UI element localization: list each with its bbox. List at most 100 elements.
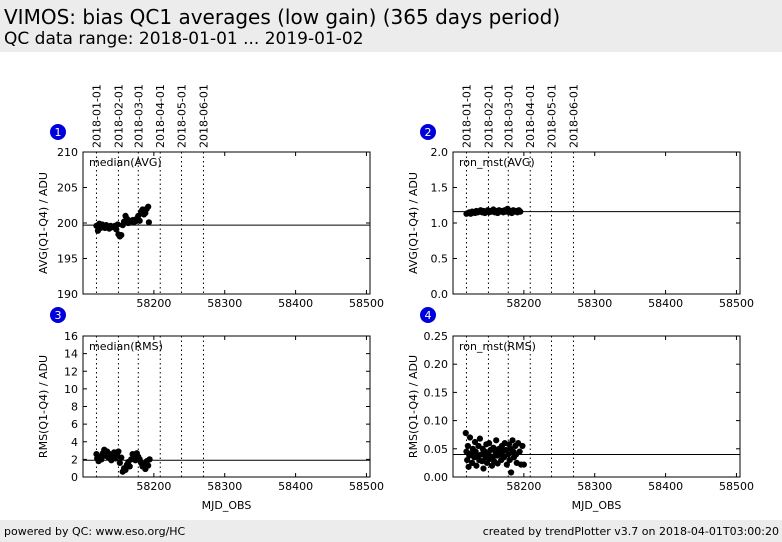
page-subtitle: QC data range: 2018-01-01 ... 2019-01-02 [4, 29, 364, 49]
panel-2-number-badge [420, 124, 436, 140]
panel-4-ylabel: RMS(Q1-Q4) / ADU [407, 355, 420, 458]
panel-2-ylabel: AVG(Q1-Q4) / ADU [407, 172, 420, 274]
panel-2-frame [452, 151, 741, 295]
panel-1-ytick-label-2: 200 [57, 217, 78, 230]
panel-1-xtick-label-0: 58200 [136, 297, 171, 310]
panel-4-annotation: ron_mst(RMS) [459, 340, 536, 353]
footer-timestamp: created by trendPlotter v3.7 on 2018-04-… [482, 525, 779, 538]
panel-4-point-13 [473, 462, 480, 469]
panel-3-point-24 [126, 463, 133, 470]
panel-4-ytick-label-1: 0.05 [424, 443, 449, 456]
panel-4-xtick-label-3: 58500 [719, 480, 754, 493]
panel-2-xtick-label-0: 58200 [506, 297, 541, 310]
panel-3-xtick-label-2: 58400 [278, 480, 313, 493]
panel-2-ytick-label-2: 1.0 [431, 217, 449, 230]
panel-1-ytick-label-4: 210 [57, 146, 78, 159]
panel-4-ytick-label-0: 0.00 [424, 471, 449, 484]
panel-4-point-4 [465, 463, 472, 470]
panel-4-number-badge [420, 307, 436, 323]
panel-3-xtick-label-0: 58200 [136, 480, 171, 493]
panel-1-ytick-label-1: 195 [57, 253, 78, 266]
panel-4-point-59 [516, 448, 523, 455]
panel-3-ylabel: RMS(Q1-Q4) / ADU [37, 355, 50, 458]
panel-3-ytick-label-7: 14 [64, 348, 78, 361]
panel-4-point-62 [520, 461, 527, 468]
panel-3-number-label: 3 [55, 309, 62, 322]
panel-2-xtick-label-1: 58300 [577, 297, 612, 310]
panel-4-point-27 [486, 440, 493, 447]
panel-4-point-35 [493, 437, 500, 444]
panel-3-ytick-label-8: 16 [64, 330, 78, 343]
panel-4-point-0 [462, 429, 469, 437]
panel-4-point-21 [480, 465, 487, 472]
panel-3-point-21 [122, 466, 129, 474]
panel-2-date-label-3: 2018-04-01 [524, 84, 537, 148]
panel-2-point-38 [517, 208, 524, 215]
panel-4-xtick-label-1: 58300 [577, 480, 612, 493]
panel-3-point-18 [118, 454, 125, 461]
panel-3-ytick-label-6: 12 [64, 365, 78, 378]
panel-1-date-label-3: 2018-04-01 [154, 84, 167, 148]
panel-4-point-6 [466, 434, 474, 441]
panel-4-number-label: 4 [425, 309, 432, 322]
panel-4-point-52 [509, 437, 516, 444]
panel-1-point-37 [145, 203, 152, 210]
panel-2-date-label-5: 2018-06-01 [567, 84, 580, 148]
panel-3-annotation: median(RMS) [89, 340, 163, 353]
panel-2-xtick-label-3: 58500 [719, 297, 754, 310]
panel-1-point-18 [118, 231, 125, 239]
panel-1-ytick-label-3: 205 [57, 182, 78, 195]
panel-3-point-17 [116, 459, 123, 466]
page-title: VIMOS: bias QC1 averages (low gain) (365… [4, 5, 561, 29]
footer-bar: powered by QC: www.eso.org/HC created by… [0, 520, 782, 542]
panel-3-ytick-label-4: 8 [71, 401, 78, 414]
panel-1-date-label-1: 2018-02-01 [112, 84, 125, 148]
panel-1-point-15 [114, 221, 121, 228]
panel-4-xtick-label-0: 58200 [506, 480, 541, 493]
panel-3-ytick-label-5: 10 [64, 383, 78, 396]
panel-4-ytick-label-2: 0.10 [424, 415, 449, 428]
panel-1-point-14 [113, 226, 120, 233]
panel-4-point-47 [505, 451, 512, 458]
panel-1-point-31 [136, 217, 143, 224]
panel-3-ytick-label-0: 0 [71, 471, 78, 484]
panel-2-ytick-label-0: 0.0 [431, 288, 449, 301]
header-bar: VIMOS: bias QC1 averages (low gain) (365… [0, 0, 782, 52]
panel-4-point-3 [464, 442, 471, 450]
panel-2-date-label-4: 2018-05-01 [546, 84, 559, 148]
panel-4-point-11 [471, 438, 479, 446]
panel-4-point-19 [478, 458, 486, 465]
panel-2-xtick-label-2: 58400 [648, 297, 683, 310]
panel-3-ytick-label-2: 4 [71, 436, 78, 449]
panel-1-date-label-2: 2018-03-01 [132, 84, 145, 148]
panel-3-xtick-label-1: 58300 [207, 480, 242, 493]
panel-3-number-badge [50, 307, 66, 323]
panel-1-annotation: median(AVG) [89, 156, 162, 169]
panel-4-point-61 [519, 442, 526, 450]
panel-3-point-37 [145, 462, 152, 469]
panel-1-date-label-0: 2018-01-01 [90, 84, 103, 148]
panel-4-point-51 [508, 469, 515, 476]
panel-3-xtick-label-3: 58500 [349, 480, 384, 493]
panel-3-point-38 [146, 456, 153, 463]
panel-2-ytick-label-4: 2.0 [431, 146, 449, 159]
panel-4-ytick-label-3: 0.15 [424, 386, 449, 399]
panel-2-date-label-2: 2018-03-01 [502, 84, 515, 148]
panel-1-xtick-label-2: 58400 [278, 297, 313, 310]
panel-2-ytick-label-1: 0.5 [431, 253, 449, 266]
panel-4-ytick-label-4: 0.20 [424, 358, 449, 371]
panel-3-ytick-label-3: 6 [71, 418, 78, 431]
panel-1-ylabel: AVG(Q1-Q4) / ADU [37, 172, 50, 274]
panel-1-date-label-5: 2018-06-01 [197, 84, 210, 148]
panel-1-number-badge [50, 124, 66, 140]
panel-2-number-label: 2 [425, 126, 432, 139]
footer-credit: powered by QC: www.eso.org/HC [4, 525, 186, 538]
panel-3-xlabel: MJD_OBS [202, 499, 252, 512]
panel-2-date-label-0: 2018-01-01 [460, 84, 473, 148]
panel-4-point-46 [503, 461, 510, 468]
panel-4-ytick-label-5: 0.25 [424, 330, 449, 343]
panel-3-point-4 [98, 456, 105, 463]
panel-1-xtick-label-1: 58300 [207, 297, 242, 310]
panel-4-xlabel: MJD_OBS [572, 499, 622, 512]
